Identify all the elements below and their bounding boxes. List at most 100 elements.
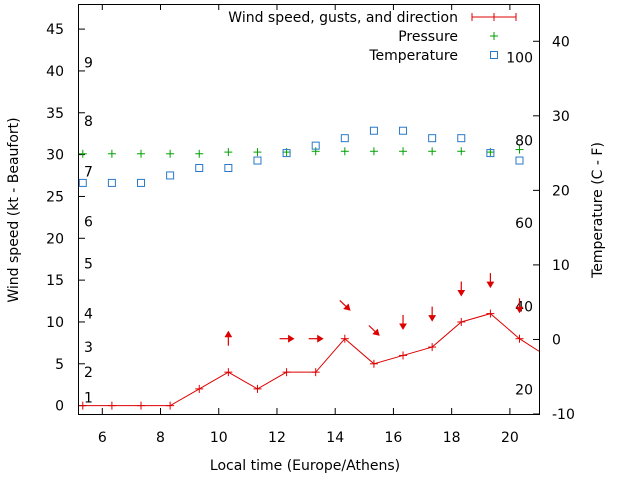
wind-speed-point <box>457 317 466 326</box>
legend-label: Wind speed, gusts, and direction <box>228 10 458 26</box>
legend-wind-marker <box>490 13 498 21</box>
plot-frame <box>78 4 540 415</box>
wind-speed-point <box>224 368 233 377</box>
wind-direction-arrow <box>339 299 351 311</box>
pressure-point <box>107 149 116 158</box>
y-tick-label: 20 <box>46 231 64 247</box>
pressure-point <box>428 147 437 156</box>
legend-label: Temperature <box>368 48 458 64</box>
y-tick-label: 5 <box>55 357 64 373</box>
temperature-point <box>369 126 378 135</box>
y-tick-label: 25 <box>46 189 64 205</box>
wind-arrow-head <box>428 315 437 322</box>
y-tick-label: 10 <box>46 315 64 331</box>
x-tick-label: 6 <box>98 430 107 446</box>
wind-arrow-head <box>457 289 466 297</box>
wind-direction-arrow <box>224 330 233 346</box>
wind-direction-arrow <box>457 281 466 297</box>
temperature-point <box>311 141 320 150</box>
legend-temperature-marker <box>490 51 498 59</box>
fahrenheit-label: 20 <box>515 382 533 398</box>
x-tick-label: 20 <box>501 430 519 446</box>
wind-arrow-head <box>399 323 407 330</box>
wind-speed-point <box>311 368 320 377</box>
wind-speed-point <box>195 384 204 393</box>
beaufort-label: 6 <box>84 215 93 231</box>
temperature-point <box>399 126 408 135</box>
wind-speed-line <box>82 313 540 407</box>
x-axis-title: Local time (Europe/Athens) <box>210 458 400 474</box>
wind-direction-arrow <box>486 273 495 289</box>
pressure-point <box>340 147 349 156</box>
pressure-point <box>224 148 233 157</box>
pressure-point <box>195 149 204 158</box>
temperature-point <box>282 149 291 158</box>
wind-arrow-head <box>372 328 380 336</box>
wind-speed-point <box>428 343 437 352</box>
y-tick-label: 35 <box>46 106 64 122</box>
x-tick-label: 16 <box>385 430 403 446</box>
fahrenheit-label: 60 <box>515 216 533 232</box>
x-tick-label: 14 <box>326 430 344 446</box>
wind-arrow-head <box>343 303 351 311</box>
wind-direction-arrow <box>308 334 324 343</box>
y-tick-label: 30 <box>46 148 64 164</box>
temperature-point <box>107 178 116 187</box>
y-axis-title: Wind speed (kt - Beaufort) <box>6 117 22 302</box>
temperature-point <box>428 134 437 143</box>
wind-speed-point <box>340 334 349 343</box>
wind-speed-point <box>369 359 378 368</box>
y-tick-label: 45 <box>46 22 64 38</box>
pressure-point <box>78 149 87 158</box>
pressure-point <box>166 149 175 158</box>
wind-speed-point <box>399 351 408 360</box>
x-tick-label: 8 <box>156 430 165 446</box>
x-tick-label: 18 <box>443 430 461 446</box>
wind-speed-point <box>253 384 262 393</box>
temperature-point <box>515 156 524 165</box>
x-tick-label: 12 <box>268 430 286 446</box>
temperature-point <box>457 134 466 143</box>
wind-speed-point <box>515 334 524 343</box>
wind-speed-point <box>137 401 146 410</box>
temperature-point <box>78 178 87 187</box>
y2-tick-label: 40 <box>552 34 570 50</box>
beaufort-label: 2 <box>84 365 93 381</box>
beaufort-label: 1 <box>84 390 93 406</box>
pressure-point <box>369 147 378 156</box>
y2-tick-label: 30 <box>552 109 570 125</box>
wind-speed-point <box>78 401 87 410</box>
y2-axis-title: Temperature (C - F) <box>590 142 606 279</box>
wind-direction-arrow <box>399 314 407 330</box>
wind-direction-arrow <box>428 306 437 322</box>
wind-direction-arrow <box>368 325 380 336</box>
y2-tick-label: 20 <box>552 183 570 199</box>
wind-arrow-head <box>515 306 524 314</box>
pressure-point <box>311 147 320 156</box>
temperature-point <box>195 164 204 172</box>
y2-tick-label: 0 <box>552 332 561 348</box>
temperature-point <box>253 156 262 165</box>
beaufort-label: 7 <box>84 164 93 180</box>
wind-arrow-head <box>288 334 295 343</box>
pressure-point <box>515 145 524 154</box>
temperature-point <box>224 164 233 172</box>
pressure-point <box>253 148 262 157</box>
beaufort-label: 3 <box>84 340 93 356</box>
beaufort-label: 4 <box>84 307 93 323</box>
pressure-point <box>137 149 146 158</box>
beaufort-label: 5 <box>84 256 93 272</box>
fahrenheit-label: 80 <box>515 133 533 149</box>
y2-tick-label: 10 <box>552 258 570 274</box>
temperature-point <box>166 171 175 180</box>
wind-arrow-head <box>486 281 495 289</box>
beaufort-label: 9 <box>84 56 93 72</box>
wind-speed-point <box>486 309 495 318</box>
fahrenheit-label: 100 <box>506 51 533 67</box>
y-tick-label: 40 <box>46 64 64 80</box>
legend-label: Pressure <box>398 29 458 45</box>
y2-tick-label: -10 <box>552 407 575 423</box>
wind-arrow-head <box>317 334 324 343</box>
wind-arrow-head <box>224 330 233 338</box>
